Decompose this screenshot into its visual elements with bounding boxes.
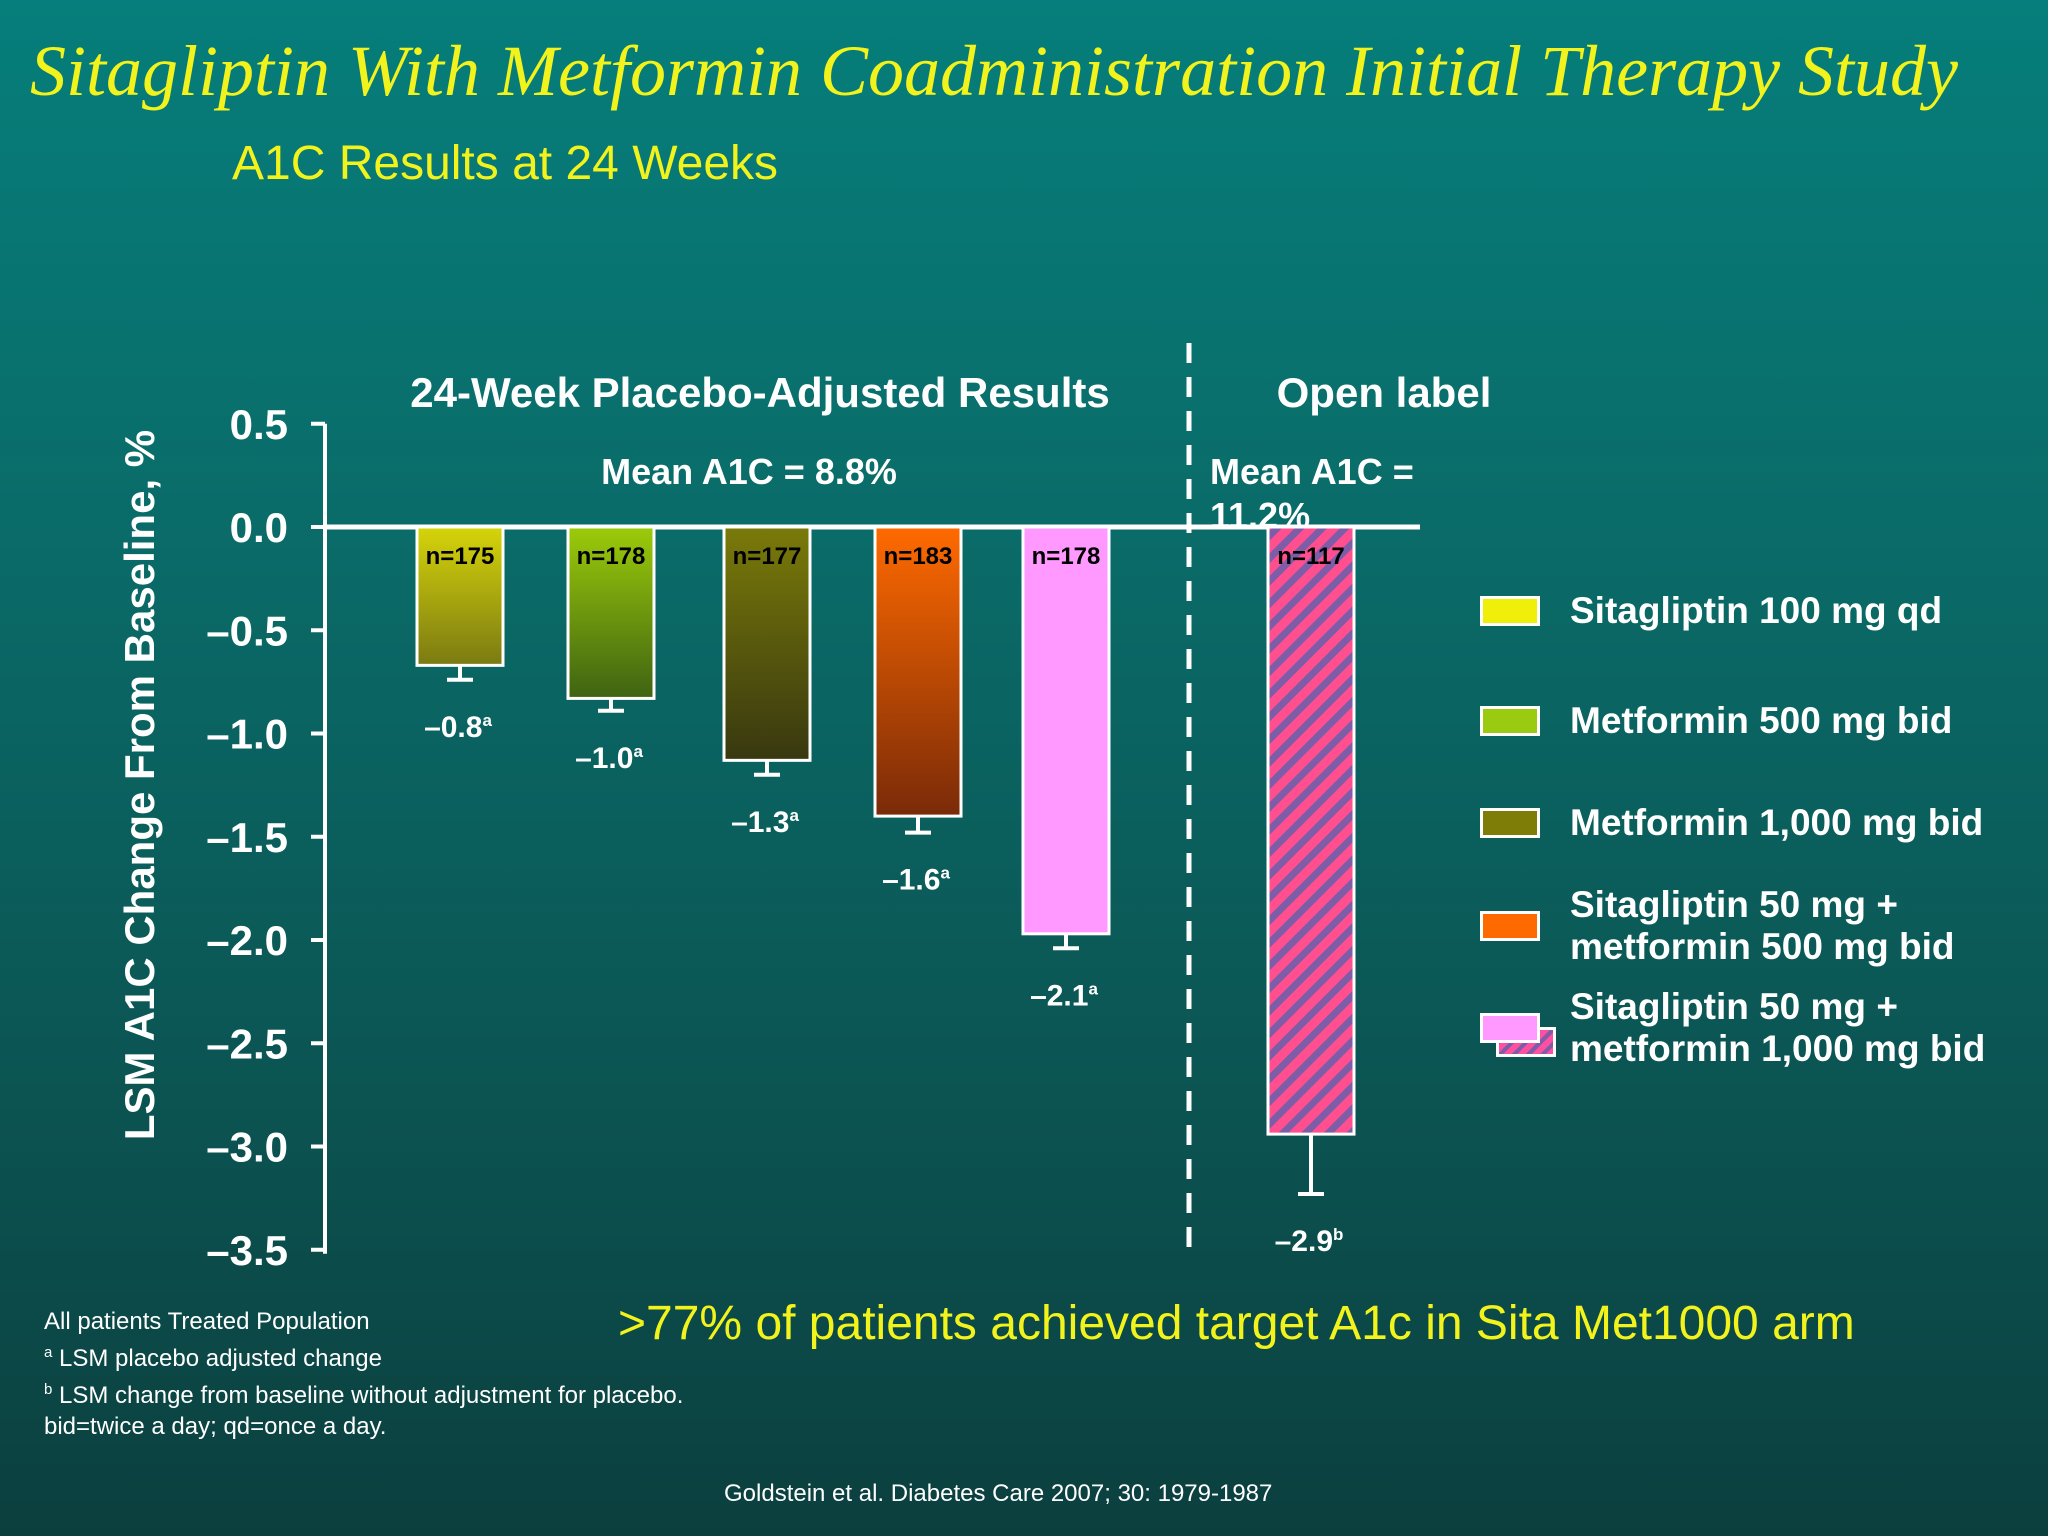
footnote-b-text: LSM change from baseline without adjustm… [59, 1382, 684, 1409]
mean-a1c-label: Mean A1C = 8.8% [601, 451, 897, 492]
y-tick-label: –2.0 [206, 917, 288, 964]
legend-swatch [1480, 911, 1540, 941]
mean-a1c-label: Mean A1C = [1210, 451, 1414, 492]
n-label: n=177 [733, 543, 802, 570]
legend-label: Metformin 1,000 mg bid [1570, 802, 1984, 843]
value-label: –1.0a [575, 742, 643, 775]
legend-swatch [1480, 706, 1540, 736]
value-label: –2.1a [1030, 979, 1098, 1012]
legend-swatch [1480, 808, 1540, 838]
footnotes: All patients Treated Population a LSM pl… [44, 1306, 683, 1442]
y-tick-label: –1.5 [206, 814, 288, 861]
footnote-b-marker: b [44, 1381, 53, 1398]
value-label-marker: a [940, 864, 950, 883]
bar [1266, 525, 1356, 1136]
bar [1021, 525, 1111, 936]
value-label-marker: a [1088, 979, 1098, 998]
value-label-marker: a [789, 806, 799, 825]
result-callout: >77% of patients achieved target A1c in … [618, 1297, 1855, 1350]
legend-label: Sitagliptin 50 mg + metformin 1,000 mg b… [1570, 986, 1986, 1069]
value-label-number: –1.6 [882, 864, 940, 897]
n-label: n=178 [577, 543, 646, 570]
value-label: –2.9b [1275, 1225, 1344, 1258]
footnote-abbreviations: bid=twice a day; qd=once a day. [44, 1413, 387, 1440]
value-label-number: –2.1 [1030, 979, 1088, 1012]
value-label-number: –0.8 [424, 711, 482, 744]
footnote-a-text: LSM placebo adjusted change [59, 1345, 382, 1372]
value-label-number: –2.9 [1275, 1225, 1333, 1258]
y-tick-label: –3.0 [206, 1124, 288, 1171]
n-label: n=117 [1277, 543, 1344, 570]
legend-item: Sitagliptin 50 mg + metformin 1,000 mg b… [1480, 986, 1985, 1070]
legend-swatch-solid [1480, 1013, 1540, 1043]
y-tick-label: –3.5 [206, 1227, 288, 1274]
value-label-marker: b [1333, 1225, 1343, 1244]
y-tick-label: –2.5 [206, 1020, 288, 1067]
value-label-marker: a [633, 742, 643, 761]
bar [873, 525, 963, 818]
footnote-a-marker: a [44, 1344, 53, 1361]
n-label: n=178 [1032, 543, 1101, 570]
n-label: n=183 [884, 543, 953, 570]
legend-label: Sitagliptin 50 mg + metformin 500 mg bid [1570, 884, 1955, 967]
value-label: –1.6a [882, 864, 950, 897]
slide-subtitle: A1C Results at 24 Weeks [232, 137, 779, 190]
n-label: n=175 [426, 543, 495, 570]
slide-title: Sitagliptin With Metformin Coadministrat… [30, 31, 1959, 111]
y-tick-label: 0.0 [230, 504, 288, 551]
footnote-a: a LSM placebo adjusted change [44, 1337, 683, 1374]
value-label-number: –1.3 [731, 806, 789, 839]
legend-item: Metformin 500 mg bid [1480, 700, 1952, 742]
legend-label: Sitagliptin 100 mg qd [1570, 590, 1943, 631]
value-label-marker: a [482, 711, 492, 730]
y-tick-label: 0.5 [230, 401, 288, 448]
value-label: –0.8a [424, 711, 492, 744]
bar [566, 525, 656, 700]
y-tick-label: –0.5 [206, 607, 288, 654]
value-label-number: –1.0 [575, 742, 633, 775]
footnote-b: b LSM change from baseline without adjus… [44, 1374, 683, 1411]
citation: Goldstein et al. Diabetes Care 2007; 30:… [724, 1480, 1273, 1507]
footnote-population: All patients Treated Population [44, 1308, 370, 1335]
y-axis-title: LSM A1C Change From Baseline, % [116, 430, 163, 1140]
legend-item: Metformin 1,000 mg bid [1480, 802, 1983, 844]
legend-swatch [1480, 1013, 1556, 1057]
section-title: Open label [1277, 369, 1492, 416]
y-tick-label: –1.0 [206, 711, 288, 758]
legend-item: Sitagliptin 100 mg qd [1480, 590, 1942, 632]
legend-swatch [1480, 596, 1540, 626]
mean-a1c-label: 11.2% [1210, 495, 1310, 536]
value-label: –1.3a [731, 806, 799, 839]
legend-item: Sitagliptin 50 mg + metformin 500 mg bid [1480, 884, 1954, 968]
section-title: 24-Week Placebo-Adjusted Results [410, 369, 1109, 416]
legend-label: Metformin 500 mg bid [1570, 700, 1953, 741]
